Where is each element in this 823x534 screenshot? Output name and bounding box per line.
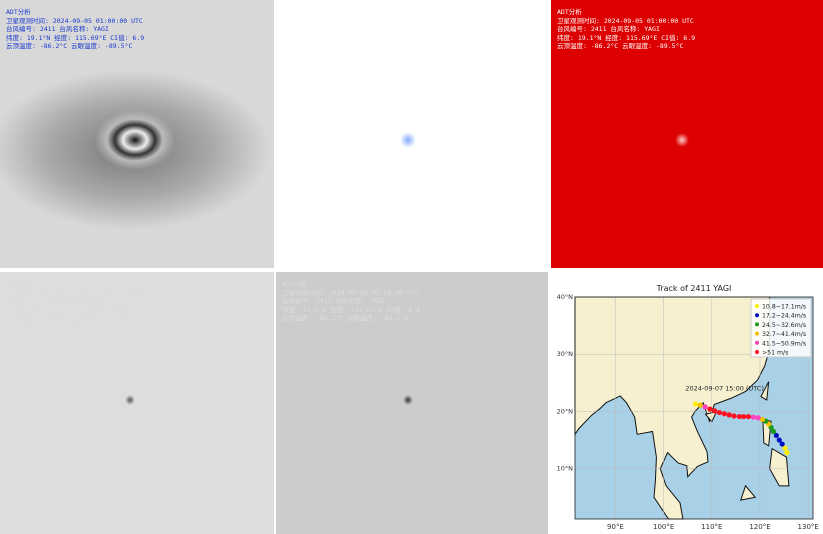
- track-point: [779, 441, 785, 447]
- track-point: [776, 437, 782, 443]
- lat-tick-label: 30°N: [557, 350, 574, 358]
- track-point: [755, 415, 761, 421]
- legend-label: 32.7~41.4m/s: [762, 331, 806, 338]
- satellite-panel-enhanced: ADT分析 卫星观测时间: 2024-09-05 01:00:00 UTC 台风编号…: [276, 0, 548, 268]
- legend-marker: [755, 331, 759, 336]
- track-point: [770, 428, 777, 435]
- track-point: [712, 408, 718, 414]
- track-point: [759, 416, 766, 423]
- legend-label: 10.8~17.1m/s: [762, 304, 806, 311]
- island: [760, 381, 770, 401]
- track-point: [784, 450, 790, 456]
- lon-tick-label: 100°E: [653, 523, 674, 531]
- lon-tick-label: 90°E: [607, 523, 624, 531]
- lat-tick-label: 20°N: [557, 407, 574, 415]
- legend-label: 17.2~24.4m/s: [762, 313, 806, 320]
- track-point: [745, 413, 752, 420]
- island: [704, 410, 718, 423]
- lon-tick-label: 130°E: [798, 523, 819, 531]
- track-point: [707, 406, 713, 412]
- legend-marker: [755, 313, 759, 318]
- track-point: [731, 413, 737, 419]
- track-map-panel: 90°E 100°E 110°E 120°E 130°E 10°N 20°N 30°N 40°N…: [551, 272, 823, 534]
- island: [739, 484, 757, 501]
- track-map: 90°E 100°E 110°E 120°E 130°E 10°N 20°N 30°N 40°N…: [557, 284, 819, 531]
- track-point: [716, 409, 723, 416]
- track-point: [721, 411, 727, 417]
- satellite-panel-infrared-dark: ADT分析 卫星观测时间: 2024-09-05 01:00:00 UTC 台风编号…: [276, 272, 548, 534]
- track-point: [726, 412, 732, 418]
- track-point: [782, 445, 788, 451]
- track-point: [697, 402, 703, 408]
- track-point: [702, 404, 708, 410]
- satellite-panel-rainbow: ADT分析 卫星观测时间: 2024-09-05 01:00:00 UTC 台风编号…: [551, 0, 823, 268]
- map-title: Track of 2411 YAGI: [656, 284, 732, 293]
- legend-marker: [755, 304, 759, 308]
- legend-marker: [755, 322, 759, 327]
- land: [574, 296, 771, 520]
- track-point: [750, 414, 756, 420]
- legend-label: >51 m/s: [762, 350, 788, 357]
- adt-info: ADT分析 卫星观测时间: 2024-09-05 01:00:00 UTC 台风编号…: [6, 8, 145, 51]
- legend-box: [750, 298, 812, 358]
- adt-info: ADT分析 卫星观测时间: 2024-09-05 01:00:00 UTC 台风编号…: [6, 280, 145, 323]
- map-frame: [574, 296, 814, 520]
- island: [769, 447, 790, 487]
- track-point: [741, 413, 747, 420]
- adt-info: ADT分析 卫星观测时间: 2024-09-05 01:00:00 UTC 台风编号…: [282, 280, 421, 323]
- legend-label: 41.5~50.9m/s: [762, 340, 806, 347]
- lon-tick-label: 110°E: [701, 523, 722, 531]
- lon-tick-label: 120°E: [749, 523, 770, 531]
- track-point: [736, 413, 742, 420]
- legend-label: 24.5~32.6m/s: [762, 322, 806, 329]
- lat-tick-label: 10°N: [557, 465, 574, 473]
- adt-info: ADT分析 卫星观测时间: 2024-09-05 01:00:00 UTC 台风编号…: [282, 8, 421, 51]
- satellite-panel-infrared: ADT分析 卫星观测时间: 2024-09-05 01:00:00 UTC 台风编号…: [0, 272, 274, 534]
- legend-marker: [755, 340, 759, 345]
- lat-tick-label: 40°N: [557, 293, 574, 301]
- adt-info: ADT分析 卫星观测时间: 2024-09-05 01:00:00 UTC 台风编号…: [557, 8, 696, 51]
- track-point: [773, 432, 779, 439]
- legend-marker: [755, 350, 759, 354]
- track-annotation: 2024-09-07 15:00 (UTC): [685, 384, 764, 392]
- satellite-panel-grayscale: ADT分析 卫星观测时间: 2024-09-05 01:00:00 UTC 台风编号…: [0, 0, 274, 268]
- track-point: [692, 401, 699, 407]
